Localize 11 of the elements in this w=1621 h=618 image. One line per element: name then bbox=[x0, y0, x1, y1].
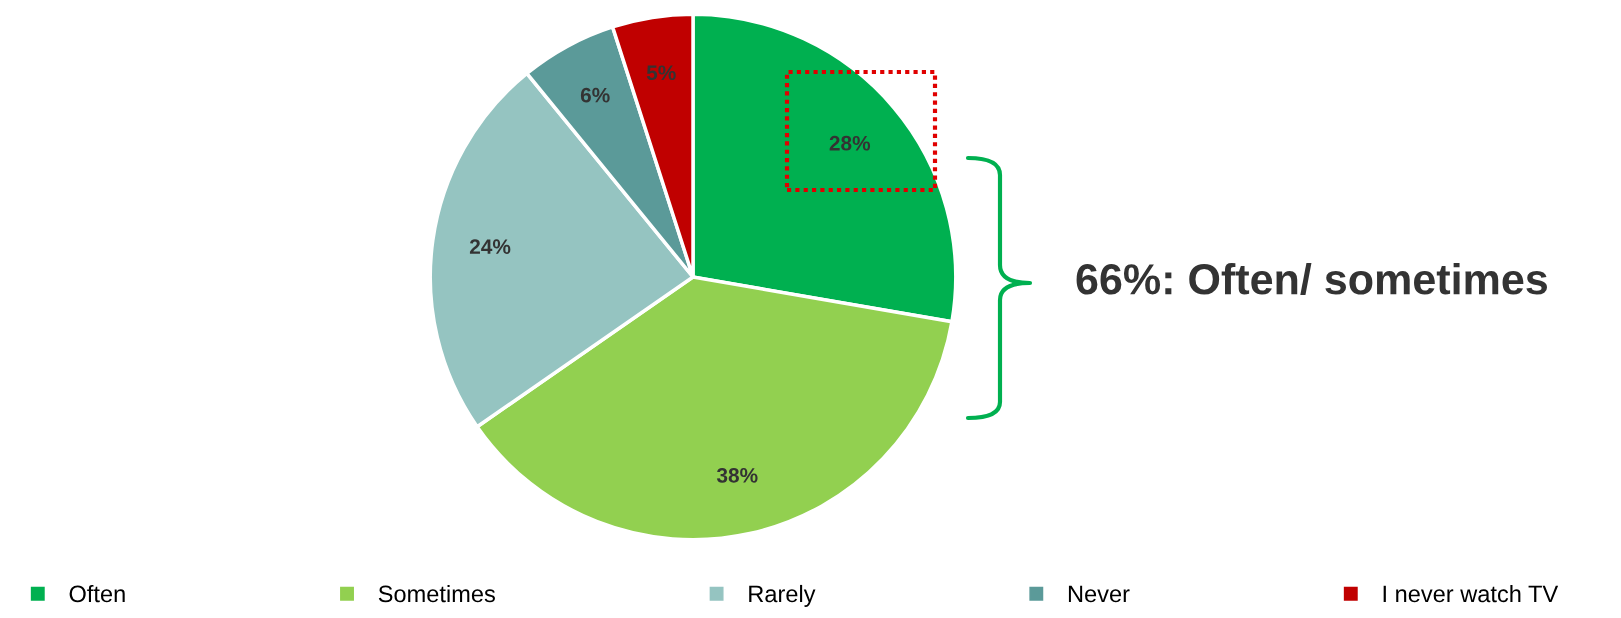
legend-label: I never watch TV bbox=[1383, 584, 1559, 603]
legend-label: Often bbox=[69, 584, 125, 603]
legend-label: Sometimes bbox=[378, 584, 495, 603]
legend-label: Never bbox=[1068, 585, 1130, 603]
data-label: 24% bbox=[469, 239, 511, 254]
data-label: 6% bbox=[580, 87, 610, 103]
data-label: 28% bbox=[829, 135, 871, 151]
data-label: 5% bbox=[646, 65, 676, 81]
text: 66%: Often/ sometimes bbox=[1076, 262, 1547, 295]
data-label: 38% bbox=[716, 467, 758, 483]
legend-label: Rarely bbox=[749, 584, 816, 607]
